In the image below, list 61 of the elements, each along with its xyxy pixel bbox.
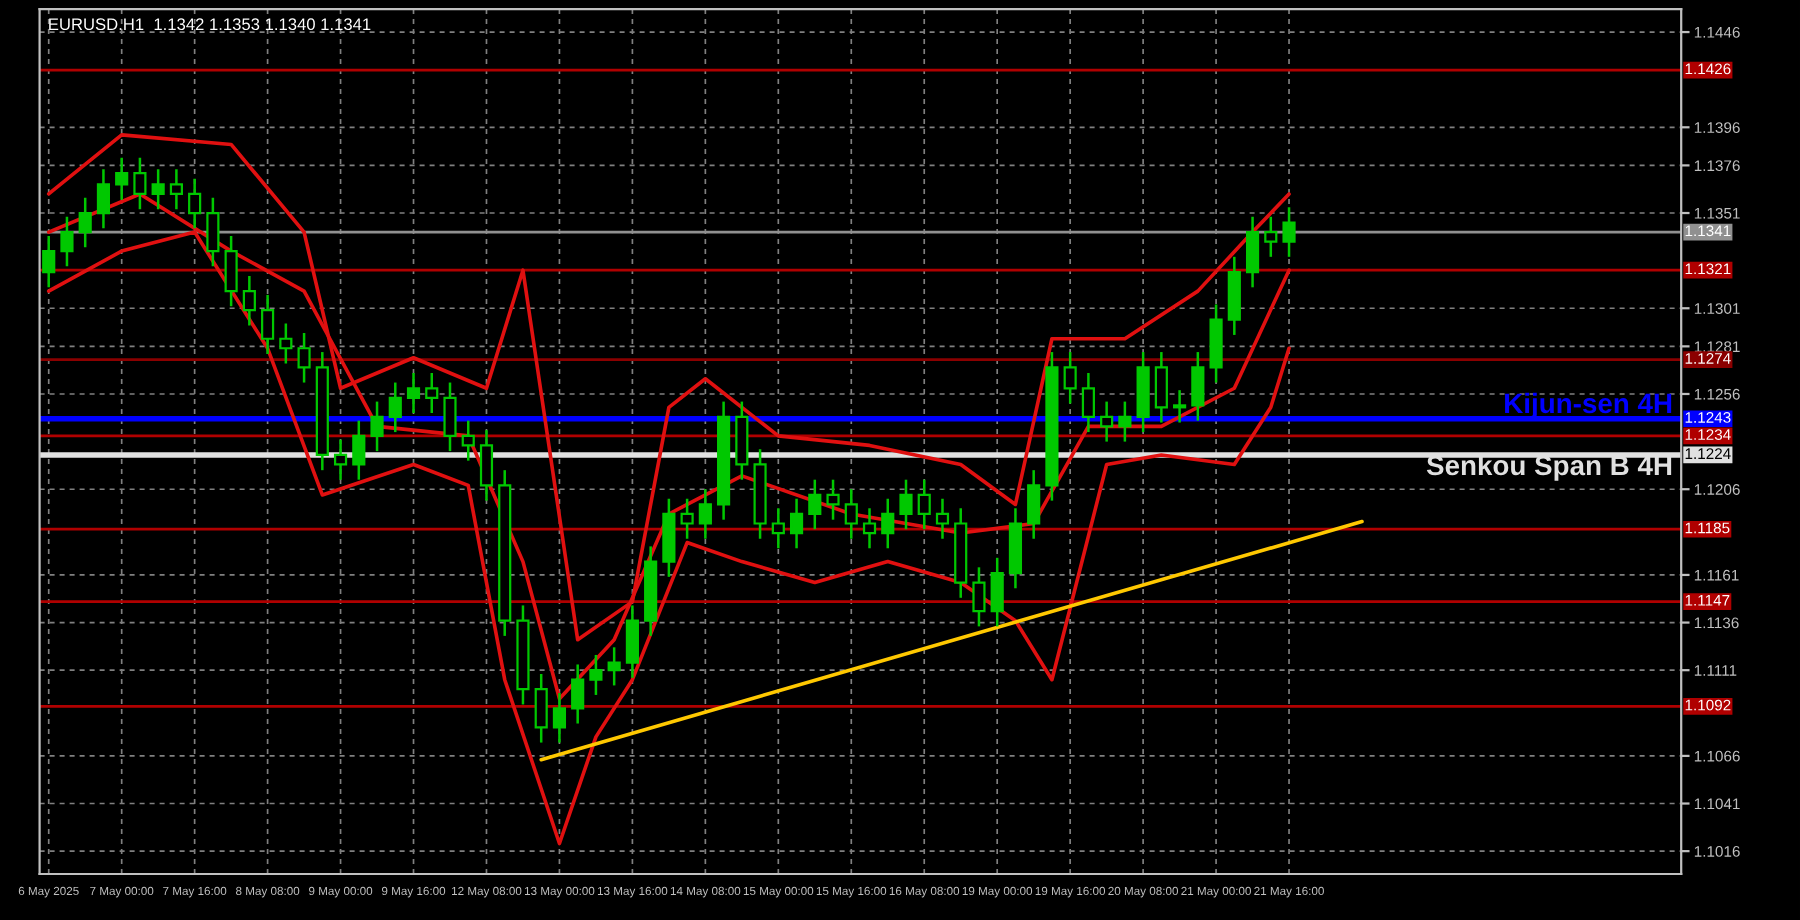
candlestick bbox=[680, 497, 694, 540]
candlestick bbox=[388, 381, 402, 434]
candlestick bbox=[881, 497, 895, 550]
candlestick bbox=[425, 371, 439, 415]
candlestick bbox=[1027, 468, 1041, 540]
candlestick bbox=[972, 566, 986, 628]
candlestick bbox=[261, 293, 275, 356]
candlestick bbox=[370, 400, 384, 453]
candlestick bbox=[333, 438, 348, 481]
candlestick bbox=[242, 274, 256, 327]
candlestick bbox=[1081, 371, 1095, 434]
candlestick bbox=[443, 381, 457, 453]
candlestick bbox=[571, 663, 585, 725]
candlestick bbox=[169, 167, 183, 211]
candlestick bbox=[224, 234, 238, 308]
candlestick bbox=[1191, 350, 1205, 422]
candlestick bbox=[78, 196, 92, 249]
candlestick bbox=[133, 156, 147, 211]
candlestick bbox=[1209, 303, 1223, 384]
candlestick bbox=[899, 478, 913, 531]
candlestick bbox=[188, 177, 202, 230]
candlestick bbox=[96, 167, 111, 230]
candlestick bbox=[60, 215, 74, 268]
candlestick bbox=[844, 487, 858, 540]
candlestick bbox=[406, 371, 421, 415]
candlestick bbox=[115, 156, 129, 201]
candlestick bbox=[607, 646, 621, 687]
candlestick bbox=[1063, 350, 1077, 405]
candlestick bbox=[1100, 400, 1114, 443]
candlestick bbox=[789, 497, 804, 550]
candlestick bbox=[917, 478, 931, 531]
candlestick bbox=[990, 556, 1004, 628]
candlestick bbox=[662, 497, 676, 579]
candlestick bbox=[808, 478, 822, 531]
candlestick bbox=[42, 234, 56, 289]
candlestick bbox=[552, 691, 567, 744]
candlestick bbox=[625, 604, 639, 680]
candlestick bbox=[352, 419, 366, 481]
annotation: Kijun-sen 4H bbox=[1505, 392, 1672, 419]
candlestick bbox=[151, 167, 165, 211]
candlestick bbox=[826, 478, 840, 521]
candlestick bbox=[461, 419, 475, 462]
candlestick bbox=[771, 507, 785, 550]
candlestick bbox=[1282, 206, 1296, 259]
candlestick bbox=[935, 497, 950, 540]
candlestick bbox=[589, 653, 603, 697]
candlestick bbox=[206, 196, 220, 268]
chart-title: EURUSD.H1 1.1342 1.1353 1.1340 1.1341 bbox=[49, 18, 371, 31]
candlestick bbox=[1118, 400, 1132, 443]
candlestick bbox=[1173, 388, 1187, 424]
candlestick bbox=[735, 400, 749, 481]
candlestick bbox=[1227, 255, 1241, 337]
candlestick bbox=[1154, 350, 1168, 424]
candlestick bbox=[279, 322, 293, 365]
candlestick bbox=[1264, 215, 1278, 259]
candlestick bbox=[862, 507, 877, 550]
candlestick bbox=[698, 487, 712, 540]
candlestick bbox=[297, 331, 311, 384]
candlestick bbox=[1245, 215, 1260, 289]
candlestick bbox=[479, 428, 494, 502]
candlestick bbox=[534, 672, 548, 744]
